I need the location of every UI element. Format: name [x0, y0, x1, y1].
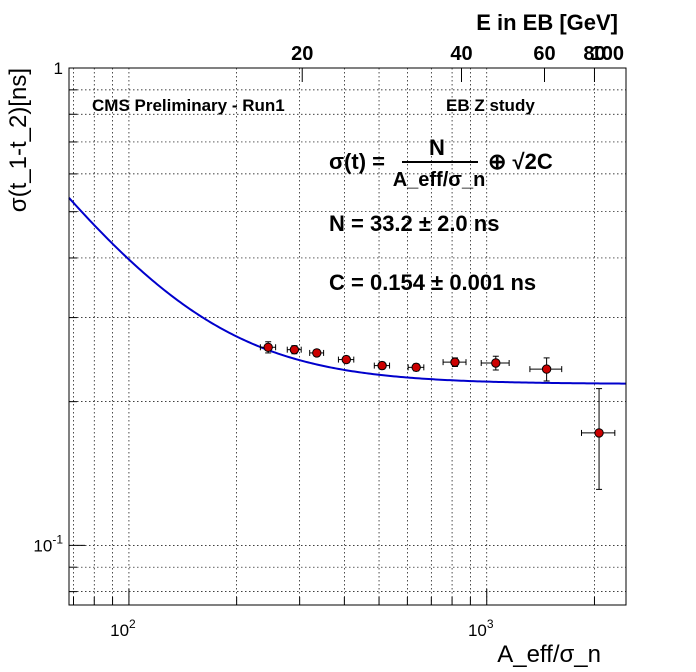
x-axis-title: A_eff/σ_n — [497, 641, 601, 668]
axis-ticks — [69, 67, 595, 605]
y-tick-label-0: 10-1 — [33, 532, 63, 555]
data-point-8 — [529, 357, 563, 382]
points-layer — [259, 341, 616, 490]
data-point-7 — [480, 355, 510, 371]
cms-preliminary-label: CMS Preliminary - Run1 — [92, 96, 285, 115]
top-tick-label-1: 40 — [450, 43, 472, 65]
top-tick-label-0: 20 — [291, 43, 313, 65]
data-marker — [594, 428, 604, 438]
data-marker — [289, 344, 300, 355]
data-point-4 — [373, 360, 391, 371]
top-axis-title: E in EB [GeV] — [476, 10, 618, 35]
grid — [69, 67, 626, 605]
data-marker — [377, 360, 387, 371]
data-marker — [312, 348, 322, 358]
x-tick-label-0: 102 — [110, 617, 136, 640]
data-point-6 — [442, 357, 467, 367]
data-marker — [341, 354, 351, 365]
data-point-0 — [259, 341, 277, 354]
c-result: C = 0.154 ± 0.001 ns — [329, 270, 536, 295]
y-axis-title: σ(t_1-t_2)[ns] — [5, 68, 32, 212]
fit-curve — [68, 197, 627, 385]
data-point-3 — [337, 354, 355, 365]
formula-lhs: σ(t) = — [329, 149, 385, 174]
formula-numerator: N — [429, 135, 445, 160]
data-point-1 — [286, 344, 302, 355]
eb-z-study-label: EB Z study — [446, 96, 535, 115]
data-marker — [263, 342, 273, 352]
top-tick-label-3: 80 — [583, 43, 605, 65]
fit-layer — [68, 197, 627, 385]
data-marker — [411, 362, 421, 373]
top-tick-label-4: 100 — [591, 43, 624, 65]
fit-formula: σ(t) = N A_eff/σ_n ⊕ √2C — [329, 135, 553, 191]
data-point-5 — [407, 362, 425, 373]
top-tick-label-2: 60 — [533, 43, 555, 65]
formula-rhs: ⊕ √2C — [488, 149, 553, 174]
plot-frame — [68, 67, 627, 606]
x-tick-label-1: 103 — [468, 617, 494, 640]
y-tick-label-1: 1 — [54, 59, 63, 78]
data-marker — [450, 357, 460, 367]
formula-denominator: A_eff/σ_n — [393, 169, 486, 191]
data-point-2 — [309, 348, 325, 358]
data-marker — [541, 364, 552, 374]
data-marker — [491, 358, 501, 368]
data-point-9 — [581, 388, 616, 490]
n-result: N = 33.2 ± 2.0 ns — [329, 211, 499, 236]
